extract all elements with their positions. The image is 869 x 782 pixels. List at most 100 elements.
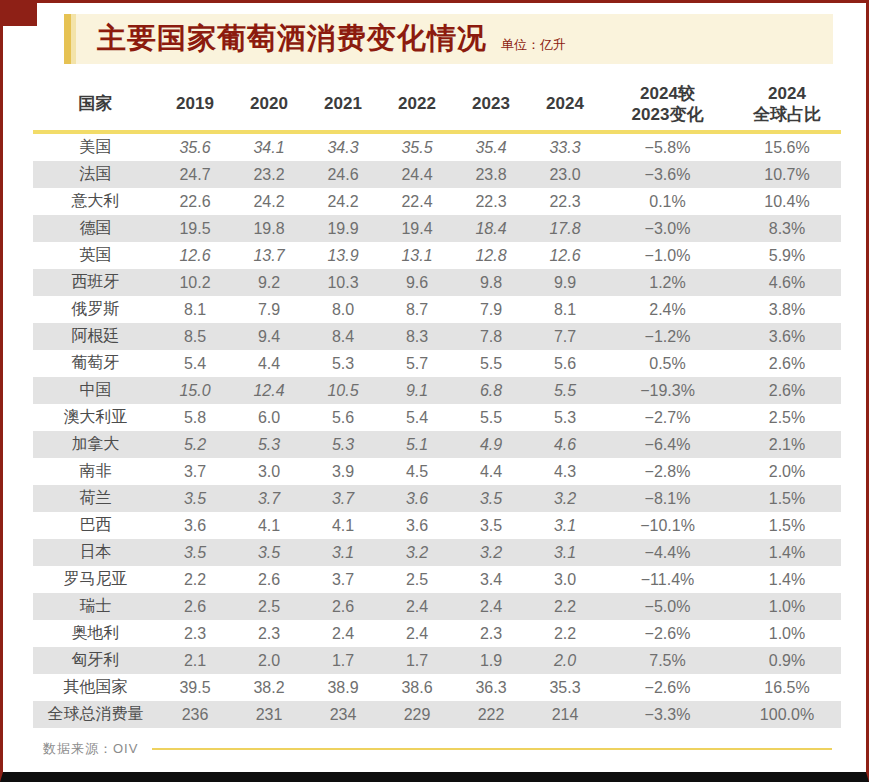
year-value-cell: 8.4 bbox=[306, 323, 380, 350]
year-value-cell: 8.3 bbox=[380, 323, 454, 350]
change-cell: −1.2% bbox=[602, 323, 733, 350]
year-value-cell: 2.0 bbox=[528, 647, 602, 674]
year-value-cell: 1.7 bbox=[380, 647, 454, 674]
year-value-cell: 10.2 bbox=[158, 269, 232, 296]
year-value-cell: 24.2 bbox=[306, 188, 380, 215]
year-value-cell: 9.4 bbox=[232, 323, 306, 350]
year-value-cell: 5.5 bbox=[454, 404, 528, 431]
year-value-cell: 1.9 bbox=[454, 647, 528, 674]
year-value-cell: 3.0 bbox=[232, 458, 306, 485]
year-value-cell: 3.2 bbox=[454, 539, 528, 566]
table-row: 中国15.012.410.59.16.85.5−19.3%2.6% bbox=[33, 377, 841, 404]
year-value-cell: 6.0 bbox=[232, 404, 306, 431]
table-row: 荷兰3.53.73.73.63.53.2−8.1%1.5% bbox=[33, 485, 841, 512]
year-value-cell: 5.6 bbox=[306, 404, 380, 431]
country-cell: 中国 bbox=[33, 377, 158, 404]
year-value-cell: 222 bbox=[454, 701, 528, 728]
year-value-cell: 33.3 bbox=[528, 132, 602, 161]
year-value-cell: 3.5 bbox=[158, 485, 232, 512]
change-cell: −2.6% bbox=[602, 620, 733, 647]
year-value-cell: 9.8 bbox=[454, 269, 528, 296]
year-value-cell: 4.1 bbox=[306, 512, 380, 539]
share-cell: 2.6% bbox=[733, 350, 841, 377]
share-cell: 10.4% bbox=[733, 188, 841, 215]
year-value-cell: 24.7 bbox=[158, 161, 232, 188]
year-value-cell: 5.8 bbox=[158, 404, 232, 431]
country-cell: 巴西 bbox=[33, 512, 158, 539]
year-value-cell: 7.9 bbox=[454, 296, 528, 323]
table-row: 全球总消费量236231234229222214−3.3%100.0% bbox=[33, 701, 841, 728]
table-row: 俄罗斯8.17.98.08.77.98.12.4%3.8% bbox=[33, 296, 841, 323]
page-title: 主要国家葡萄酒消费变化情况 bbox=[97, 19, 487, 59]
share-cell: 2.1% bbox=[733, 431, 841, 458]
share-cell: 1.5% bbox=[733, 485, 841, 512]
change-cell: 2.4% bbox=[602, 296, 733, 323]
year-value-cell: 3.6 bbox=[380, 485, 454, 512]
year-value-cell: 34.3 bbox=[306, 132, 380, 161]
year-value-cell: 2.1 bbox=[158, 647, 232, 674]
year-value-cell: 3.1 bbox=[528, 539, 602, 566]
year-value-cell: 24.6 bbox=[306, 161, 380, 188]
share-cell: 1.4% bbox=[733, 566, 841, 593]
table-row: 南非3.73.03.94.54.44.3−2.8%2.0% bbox=[33, 458, 841, 485]
country-cell: 荷兰 bbox=[33, 485, 158, 512]
year-value-cell: 13.7 bbox=[232, 242, 306, 269]
change-cell: −4.4% bbox=[602, 539, 733, 566]
year-value-cell: 5.5 bbox=[528, 377, 602, 404]
year-value-cell: 2.3 bbox=[158, 620, 232, 647]
change-cell: −5.8% bbox=[602, 132, 733, 161]
column-header: 2023 bbox=[454, 78, 528, 132]
table-row: 葡萄牙5.44.45.35.75.55.60.5%2.6% bbox=[33, 350, 841, 377]
year-value-cell: 2.6 bbox=[306, 593, 380, 620]
table-row: 阿根廷8.59.48.48.37.87.7−1.2%3.6% bbox=[33, 323, 841, 350]
year-value-cell: 7.7 bbox=[528, 323, 602, 350]
share-cell: 3.8% bbox=[733, 296, 841, 323]
table-row: 美国35.634.134.335.535.433.3−5.8%15.6% bbox=[33, 132, 841, 161]
table-row: 德国19.519.819.919.418.417.8−3.0%8.3% bbox=[33, 215, 841, 242]
table-header-row: 国家2019202020212022202320242024较 2023变化20… bbox=[33, 78, 841, 132]
share-cell: 3.6% bbox=[733, 323, 841, 350]
share-cell: 16.5% bbox=[733, 674, 841, 701]
share-cell: 4.6% bbox=[733, 269, 841, 296]
table-row: 法国24.723.224.624.423.823.0−3.6%10.7% bbox=[33, 161, 841, 188]
year-value-cell: 4.5 bbox=[380, 458, 454, 485]
year-value-cell: 4.1 bbox=[232, 512, 306, 539]
country-cell: 英国 bbox=[33, 242, 158, 269]
year-value-cell: 4.4 bbox=[454, 458, 528, 485]
table-row: 其他国家39.538.238.938.636.335.3−2.6%16.5% bbox=[33, 674, 841, 701]
year-value-cell: 3.7 bbox=[306, 485, 380, 512]
year-value-cell: 214 bbox=[528, 701, 602, 728]
year-value-cell: 2.2 bbox=[528, 620, 602, 647]
year-value-cell: 231 bbox=[232, 701, 306, 728]
share-cell: 1.0% bbox=[733, 593, 841, 620]
change-cell: −2.8% bbox=[602, 458, 733, 485]
year-value-cell: 8.1 bbox=[158, 296, 232, 323]
year-value-cell: 3.5 bbox=[232, 539, 306, 566]
change-cell: −2.6% bbox=[602, 674, 733, 701]
footer: 数据来源：OIV bbox=[43, 740, 832, 758]
year-value-cell: 2.4 bbox=[380, 593, 454, 620]
year-value-cell: 5.3 bbox=[528, 404, 602, 431]
year-value-cell: 3.6 bbox=[380, 512, 454, 539]
share-cell: 1.5% bbox=[733, 512, 841, 539]
year-value-cell: 8.5 bbox=[158, 323, 232, 350]
year-value-cell: 22.3 bbox=[454, 188, 528, 215]
change-cell: −6.4% bbox=[602, 431, 733, 458]
year-value-cell: 3.5 bbox=[454, 485, 528, 512]
year-value-cell: 5.5 bbox=[454, 350, 528, 377]
year-value-cell: 1.7 bbox=[306, 647, 380, 674]
country-cell: 罗马尼亚 bbox=[33, 566, 158, 593]
year-value-cell: 38.9 bbox=[306, 674, 380, 701]
year-value-cell: 36.3 bbox=[454, 674, 528, 701]
table-body: 美国35.634.134.335.535.433.3−5.8%15.6%法国24… bbox=[33, 132, 841, 728]
year-value-cell: 7.9 bbox=[232, 296, 306, 323]
year-value-cell: 12.4 bbox=[232, 377, 306, 404]
year-value-cell: 2.4 bbox=[306, 620, 380, 647]
share-cell: 15.6% bbox=[733, 132, 841, 161]
year-value-cell: 2.5 bbox=[232, 593, 306, 620]
year-value-cell: 19.4 bbox=[380, 215, 454, 242]
year-value-cell: 22.4 bbox=[380, 188, 454, 215]
year-value-cell: 3.6 bbox=[158, 512, 232, 539]
country-cell: 加拿大 bbox=[33, 431, 158, 458]
year-value-cell: 2.4 bbox=[380, 620, 454, 647]
